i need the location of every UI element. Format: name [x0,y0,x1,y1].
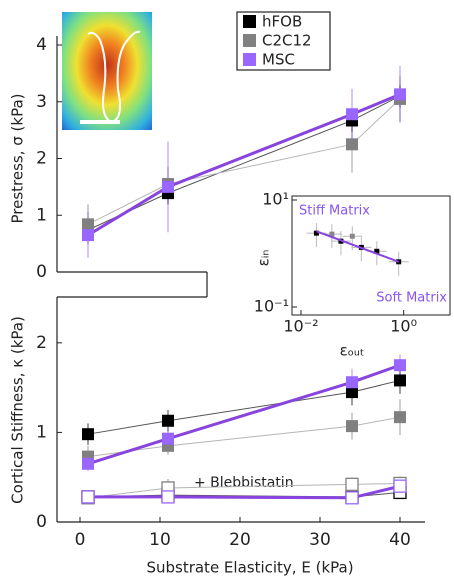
inset-point [349,233,355,239]
marker [82,428,94,441]
marker [394,374,406,387]
marker [162,432,174,445]
series-line [87,98,401,225]
series-line [87,379,401,435]
marker [82,229,94,242]
inset-box [291,195,451,316]
x-tick-label: 20 [229,530,251,550]
legend-swatch [243,53,256,66]
y-tick-label: 1 [36,422,47,442]
legend-swatch [243,34,256,47]
marker [82,457,94,470]
series-line [87,482,401,499]
inset-y-tick-label: 10¹ [262,190,289,209]
series-line [88,484,401,500]
y-tick-label: 0 [36,262,47,282]
inset-point [374,248,380,254]
annotation: Soft Matrix [376,291,447,306]
marker [346,376,358,389]
marker [394,411,406,424]
marker [393,479,407,493]
inset-x-tick-label: 10⁰ [390,317,417,336]
marker [162,180,174,193]
x-tick-label: 10 [149,530,171,550]
x-tick-label: 40 [389,530,411,550]
x-tick-label: 30 [309,530,331,550]
inset-x-tick-label: 10⁻² [283,317,318,336]
legend-swatch [243,15,256,28]
marker [345,491,359,505]
y-tick-label: 0 [36,512,47,532]
annotation: Stiff Matrix [299,204,370,219]
marker [162,414,174,427]
inset-y-label: εᵢₙ [255,250,273,267]
inset-point [329,231,335,237]
x-axis-label: Substrate Elasticity, E (kPa) [146,559,353,577]
y-tick-label: 4 [36,35,47,55]
series-line [87,363,401,466]
legend-label: C2C12 [262,32,312,50]
micrograph [62,12,152,130]
y-axis-label: Cortical Stiffness, κ (kPa) [9,316,27,504]
marker [394,359,406,372]
inset-y-tick-label: 10⁻¹ [254,297,289,316]
marker [82,218,94,231]
legend-label: hFOB [262,13,302,31]
y-tick-label: 3 [36,92,47,112]
y-tick-label: 2 [36,149,47,169]
marker [394,88,406,101]
y-tick-label: 2 [36,333,47,353]
inset-x-label: εₒᵤₜ [340,342,365,360]
y-tick-label: 1 [36,205,47,225]
marker [161,490,175,504]
frame [56,36,425,523]
marker [346,420,358,433]
series-line [87,92,401,237]
annotation: + Blebbistatin [194,475,294,491]
marker [345,477,359,492]
marker [346,108,358,121]
y-axis-label: Prestress, σ (kPa) [9,93,27,223]
marker [346,138,358,151]
inset-point [313,230,319,236]
fit-line [316,230,400,263]
marker [81,490,95,504]
legend-label: MSC [262,51,295,69]
marker [346,386,358,399]
x-tick-label: 0 [75,530,86,550]
